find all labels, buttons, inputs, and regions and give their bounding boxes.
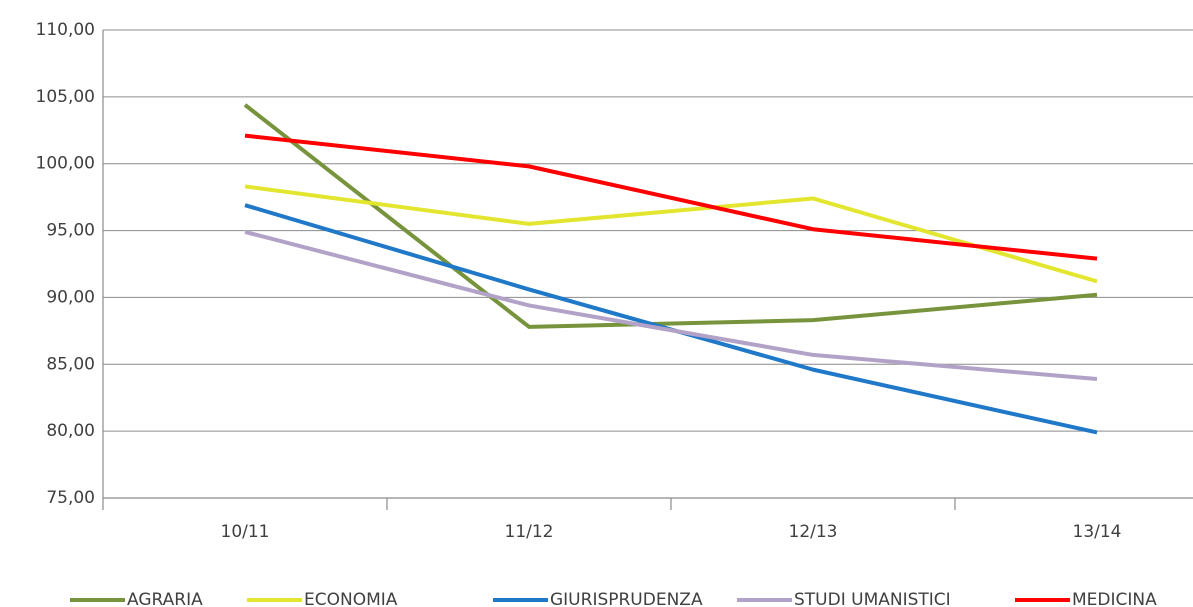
legend-label: ECONOMIA (304, 590, 398, 607)
y-tick-label: 100,00 (36, 154, 95, 174)
legend-label: STUDI UMANISTICI (794, 590, 951, 607)
y-tick-label: 110,00 (36, 20, 95, 40)
y-tick-label: 90,00 (46, 287, 95, 307)
x-tick-label: 12/13 (789, 522, 838, 542)
legend-label: MEDICINA (1072, 590, 1157, 607)
x-tick-label: 13/14 (1073, 522, 1122, 542)
series-line (244, 203, 1098, 435)
series-line (243, 103, 1098, 329)
y-tick-label: 85,00 (46, 354, 95, 374)
legend-label: AGRARIA (127, 590, 203, 607)
series-line (244, 184, 1098, 284)
series-line (244, 229, 1098, 381)
y-tick-label: 105,00 (36, 87, 95, 107)
x-tick-label: 11/12 (505, 522, 554, 542)
legend-label: GIURISPRUDENZA (550, 590, 703, 607)
x-tick-label: 10/11 (221, 522, 270, 542)
y-tick-label: 75,00 (46, 488, 95, 508)
y-tick-label: 80,00 (46, 421, 95, 441)
series-line (244, 133, 1098, 261)
y-tick-label: 95,00 (46, 221, 95, 241)
